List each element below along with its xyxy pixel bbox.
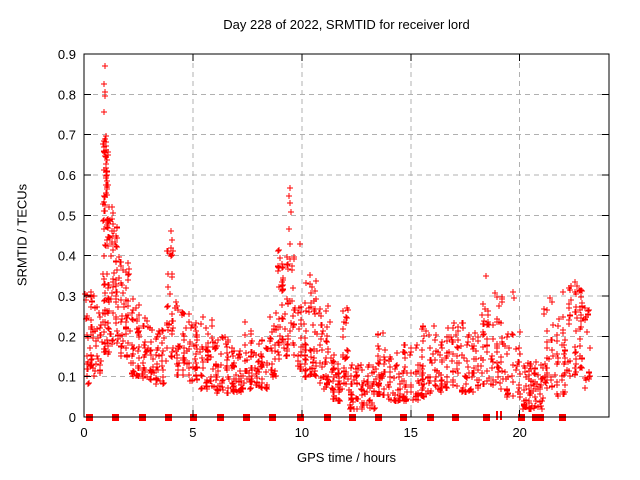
x-tick-label: 5 <box>189 425 196 440</box>
y-tick-label: 0.3 <box>58 289 76 304</box>
scatter-points <box>82 63 593 412</box>
y-tick-label: 0.8 <box>58 87 76 102</box>
y-tick-label: 0.4 <box>58 249 76 264</box>
y-tick-label: 0.6 <box>58 168 76 183</box>
x-tick-label: 20 <box>512 425 526 440</box>
chart-title: Day 228 of 2022, SRMTID for receiver lor… <box>223 17 470 32</box>
y-tick-label: 0 <box>69 410 76 425</box>
y-tick-label: 0.5 <box>58 208 76 223</box>
y-tick-label: 0.7 <box>58 128 76 143</box>
plot-border <box>83 53 610 418</box>
x-tick-label: 15 <box>404 425 418 440</box>
y-tick-label: 0.9 <box>58 47 76 62</box>
x-tick-label: 10 <box>295 425 309 440</box>
baseline-markers <box>86 411 566 421</box>
y-tick-label: 0.1 <box>58 370 76 385</box>
y-tick-label: 0.2 <box>58 329 76 344</box>
x-tick-label: 0 <box>80 425 87 440</box>
x-axis-title: GPS time / hours <box>297 450 396 465</box>
